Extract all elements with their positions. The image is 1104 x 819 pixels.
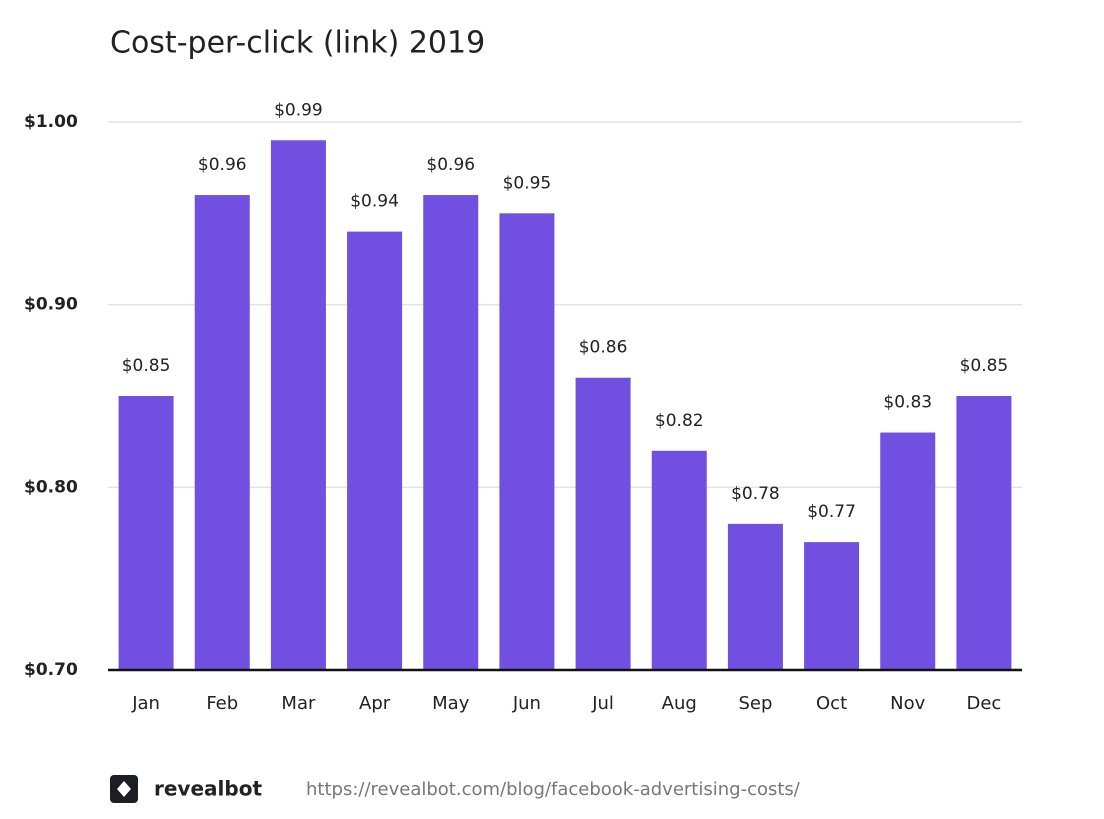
- bar: [880, 432, 936, 670]
- y-tick-label: $0.90: [24, 295, 78, 315]
- y-tick-label: $1.00: [24, 112, 78, 132]
- brand-name: revealbot: [154, 777, 262, 801]
- source-url: https://revealbot.com/blog/facebook-adve…: [306, 779, 801, 800]
- bar: [499, 213, 555, 671]
- x-tick-label: Sep: [738, 693, 772, 714]
- chart-title: Cost-per-click (link) 2019: [110, 26, 485, 61]
- bar: [347, 231, 403, 670]
- bar: [727, 523, 783, 670]
- value-label: $0.99: [274, 100, 323, 120]
- value-label: $0.83: [883, 393, 932, 413]
- bar: [804, 542, 860, 670]
- bar: [423, 195, 479, 671]
- value-label: $0.95: [503, 173, 552, 193]
- bar: [270, 140, 326, 670]
- value-label: $0.85: [122, 356, 171, 376]
- value-label: $0.96: [426, 155, 475, 175]
- y-tick-label: $0.80: [24, 477, 78, 497]
- x-tick-label: Jan: [131, 693, 160, 714]
- x-tick-label: Mar: [281, 693, 316, 714]
- bar: [956, 396, 1012, 670]
- value-label: $0.86: [579, 338, 628, 358]
- value-label: $0.82: [655, 411, 704, 431]
- x-tick-label: Aug: [662, 693, 697, 714]
- x-tick-label: Jun: [512, 693, 541, 714]
- value-label: $0.78: [731, 484, 780, 504]
- x-tick-label: Apr: [359, 693, 391, 714]
- value-label: $0.85: [960, 356, 1009, 376]
- bar: [575, 377, 631, 670]
- bar: [194, 195, 250, 671]
- x-tick-label: Jul: [591, 693, 614, 714]
- x-tick-label: Nov: [890, 693, 925, 714]
- x-tick-label: Dec: [966, 693, 1001, 714]
- bar: [651, 450, 707, 670]
- value-label: $0.94: [350, 192, 399, 212]
- y-tick-label: $0.70: [24, 660, 78, 680]
- value-label: $0.77: [807, 502, 856, 522]
- bar: [118, 396, 174, 670]
- x-tick-label: May: [432, 693, 470, 714]
- x-tick-label: Feb: [206, 693, 238, 714]
- value-label: $0.96: [198, 155, 247, 175]
- x-tick-label: Oct: [816, 693, 847, 714]
- brand-logo-mark: [117, 781, 131, 797]
